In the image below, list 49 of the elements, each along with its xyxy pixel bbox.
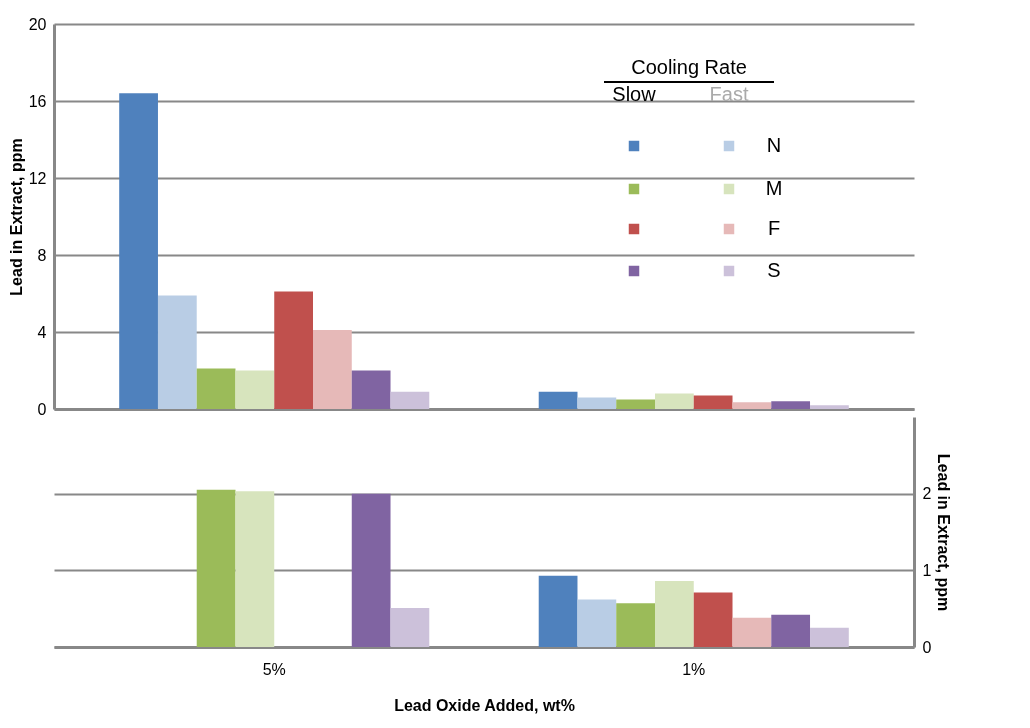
bar (655, 581, 694, 647)
legend-label: S (767, 259, 781, 281)
bar (810, 405, 849, 409)
annotation: Fast (709, 83, 749, 105)
bar (235, 370, 275, 409)
bar (693, 395, 733, 409)
bar (196, 489, 236, 647)
y-tick-label: 0 (37, 400, 47, 418)
bar (577, 599, 617, 647)
y-axis-title: Lead in Extract, ppm (7, 138, 25, 296)
bar (390, 391, 430, 409)
bar (538, 575, 578, 647)
bar (732, 402, 772, 409)
bar (235, 491, 275, 647)
bar (693, 592, 733, 647)
y-tick-label: 4 (37, 323, 47, 341)
annotation: Slow (612, 83, 657, 105)
bar (390, 607, 430, 647)
bar (538, 391, 578, 409)
legend-label: M (765, 177, 783, 199)
bar (351, 493, 391, 647)
y-tick-label: 16 (28, 92, 47, 110)
bar (196, 368, 236, 409)
legend-title: Cooling Rate (631, 56, 747, 78)
bar (616, 399, 655, 409)
y2-axis-title: Lead in Extract, ppm (935, 453, 953, 612)
y-tick-label: 12 (28, 169, 47, 187)
bar (577, 397, 617, 409)
y2-tick-label: 0 (922, 638, 932, 656)
legend-label: N (766, 134, 782, 156)
bar (771, 614, 811, 647)
x-tick-label: 1% (682, 660, 706, 678)
x-axis-title: Lead Oxide Added, wt% (394, 696, 575, 714)
bar (771, 401, 811, 409)
bar (732, 617, 772, 647)
y2-tick-label: 2 (922, 485, 932, 503)
bar (351, 370, 391, 409)
y-tick-label: 8 (37, 246, 47, 264)
bar (313, 330, 352, 409)
bar (119, 93, 158, 409)
y-tick-label: 20 (28, 15, 47, 33)
bar (810, 627, 849, 647)
bar (616, 603, 655, 647)
bar (157, 295, 197, 409)
bar (274, 291, 313, 409)
legend-label: F (767, 217, 781, 239)
bar (655, 393, 694, 409)
x-tick-label: 5% (262, 660, 286, 678)
y2-tick-label: 1 (922, 561, 932, 579)
